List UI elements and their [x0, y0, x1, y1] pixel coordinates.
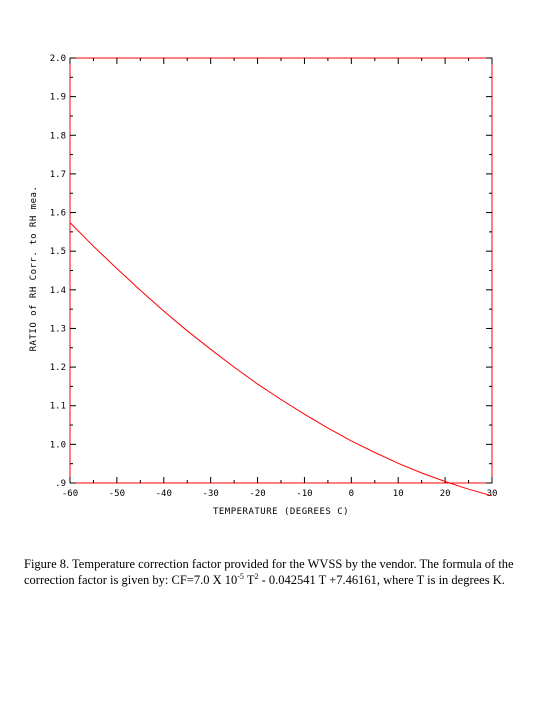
x-tick-label: 30 [487, 489, 498, 499]
y-tick-label: 1.0 [50, 440, 66, 450]
y-axis-title: RATIO of RH Corr. to RH mea. [29, 186, 39, 352]
x-tick-label: -40 [156, 489, 172, 499]
chart: -60 -50 -40 -30 -20 -10 0 10 20 30 .9 1.0 1.1 1.2 1.3 1… [29, 54, 498, 517]
y-tick-label: 1.5 [50, 247, 66, 257]
plot-frame [69, 57, 493, 484]
x-tick-label: 10 [393, 489, 404, 499]
y-tick-label: 1.9 [50, 93, 66, 103]
y-tick-label: 1.7 [50, 170, 66, 180]
x-tick-label: -60 [62, 489, 78, 499]
caption-text: Figure 8. Temperature correction factor … [24, 557, 514, 587]
series-line [69, 222, 493, 497]
x-tick-label: 0 [349, 489, 354, 499]
x-tick-label: -20 [249, 489, 265, 499]
x-tick-label: -10 [296, 489, 312, 499]
y-tick-label: 1.8 [50, 131, 66, 141]
x-tick-label: -50 [109, 489, 125, 499]
x-axis-title: TEMPERATURE (DEGREES C) [213, 507, 349, 517]
figure-caption: Figure 8. Temperature correction factor … [24, 556, 514, 588]
y-tick-label: 2.0 [50, 54, 66, 64]
y-tick-label: 1.6 [50, 209, 66, 219]
x-tick-label: -30 [203, 489, 219, 499]
y-tick-label: 1.3 [50, 324, 66, 334]
caption-exponent: -5 [237, 571, 244, 581]
y-tick-label: .9 [55, 479, 66, 489]
caption-exponent: 2 [254, 571, 259, 581]
y-tick-label: 1.1 [50, 402, 66, 412]
caption-text: T [243, 573, 255, 587]
x-tick-label: 20 [440, 489, 451, 499]
caption-text: - 0.042541 T +7.46161, where T is in deg… [258, 573, 505, 587]
y-tick-label: 1.4 [50, 286, 66, 296]
y-tick-label: 1.2 [50, 363, 66, 373]
